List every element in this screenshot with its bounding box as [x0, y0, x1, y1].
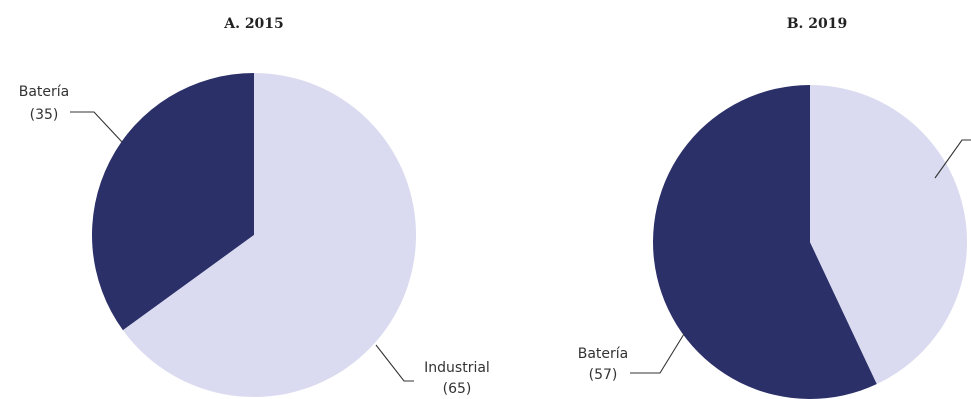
pie-slices-a — [92, 73, 417, 397]
slice-value-bateria-b: (57) — [589, 367, 618, 383]
leader-line-industrial-b — [934, 139, 971, 179]
leader-line-industrial-a — [375, 344, 414, 382]
slice-label-bateria-a: Batería — [19, 84, 70, 100]
chart-title-b: B. 2019 — [787, 16, 848, 32]
pie-slice-batera-b — [653, 85, 877, 399]
pie-slices-b — [653, 85, 968, 399]
leader-line-bateria-b — [630, 333, 685, 374]
pie-slice-industrial-a — [122, 73, 417, 397]
slice-label-industrial-a: Industrial — [424, 360, 490, 376]
chart-title-a: A. 2015 — [223, 16, 284, 32]
pie-chart-b: B. 2019 Batería (57) — [578, 16, 971, 399]
slice-label-bateria-b: Batería — [578, 346, 629, 362]
pie-slice-industrial-b — [810, 85, 968, 385]
pie-slice-batera-a — [92, 73, 254, 331]
slice-value-industrial-a: (65) — [443, 381, 472, 397]
pie-chart-a: A. 2015 Batería (35) Industrial (65) — [19, 16, 490, 397]
slice-value-bateria-a: (35) — [30, 107, 59, 123]
leader-line-bateria-a — [70, 111, 123, 143]
